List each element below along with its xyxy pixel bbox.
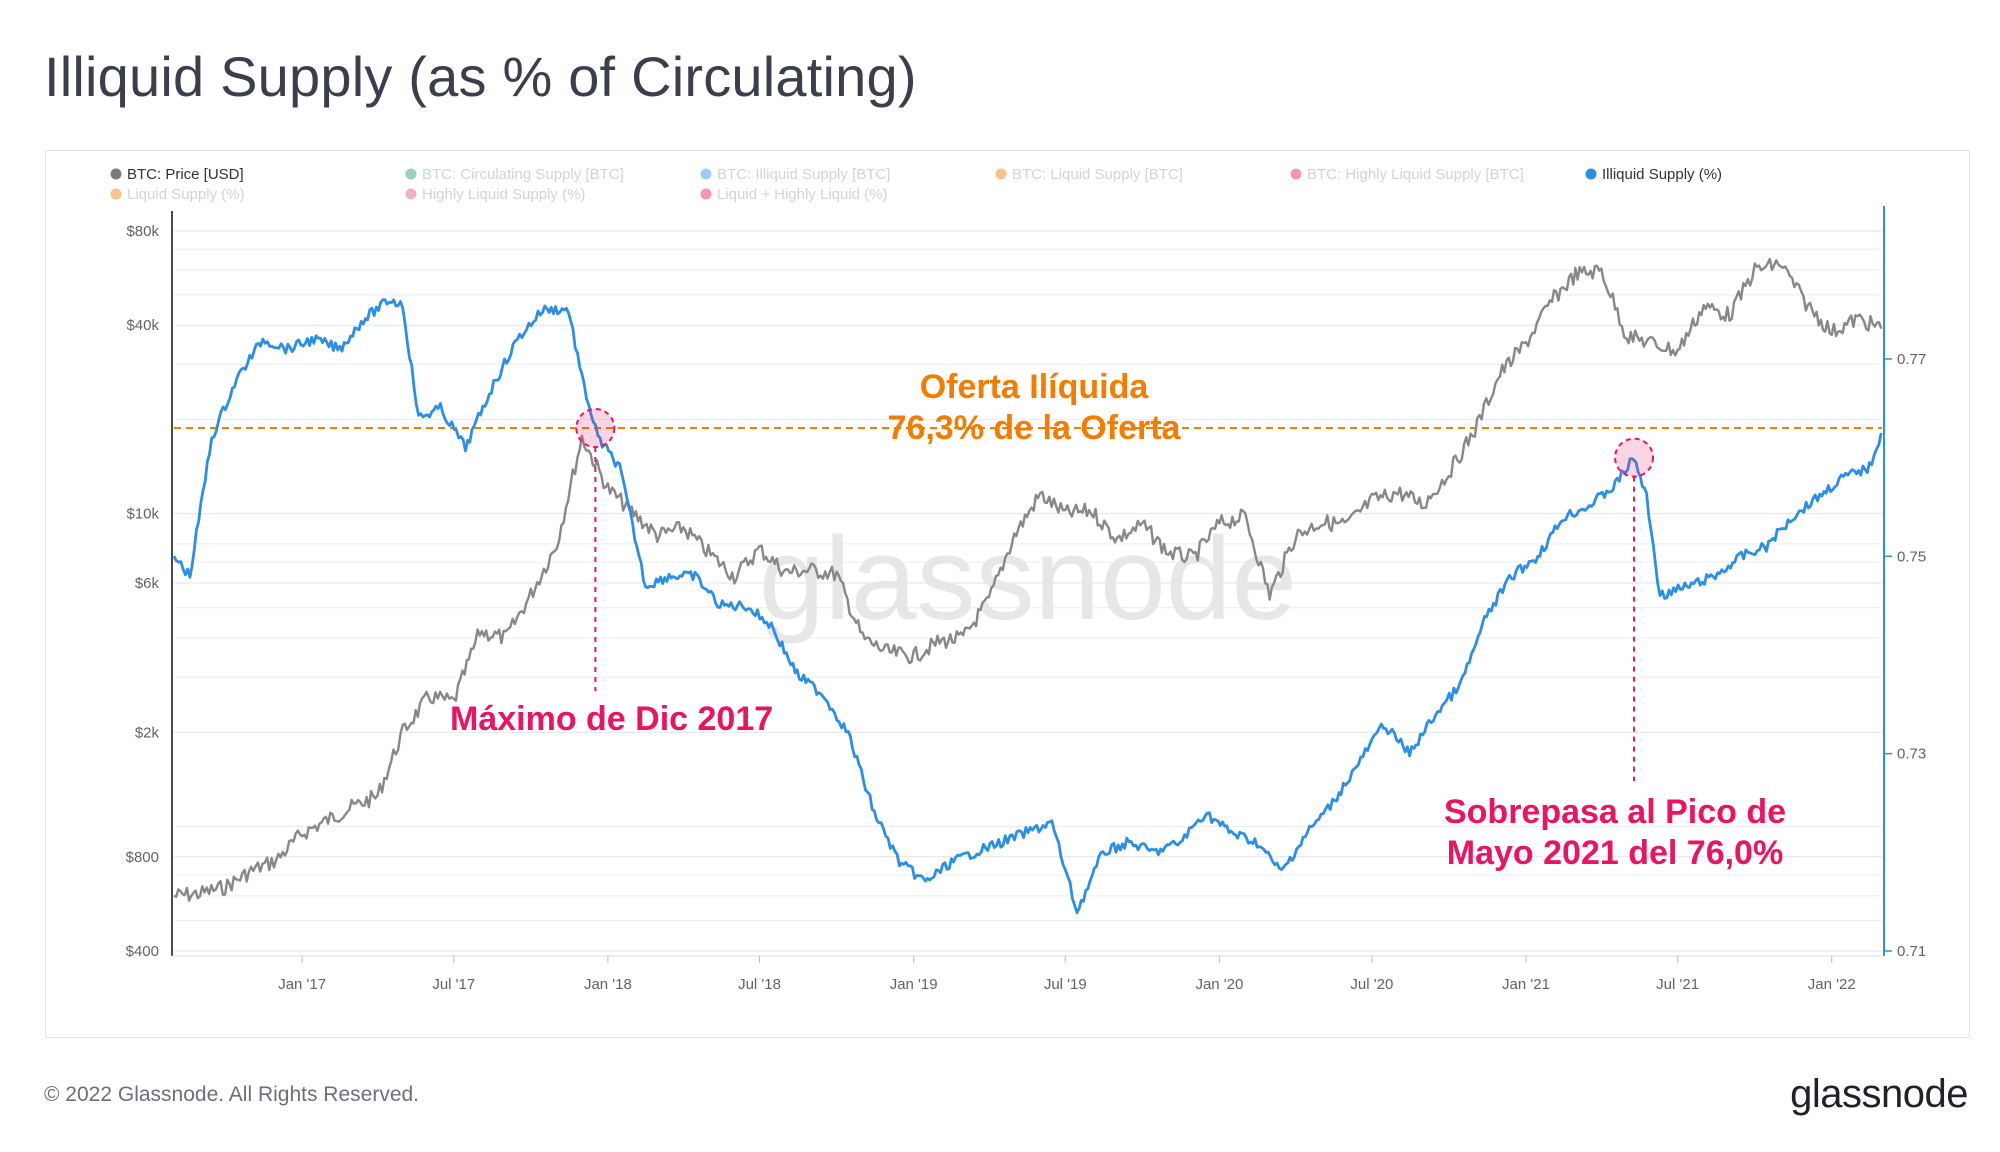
- series-line-price: [173, 257, 1883, 902]
- chart-svg: glassnode $400 $800 $2k $6k $10k $40k $80k 0.7…: [110, 166, 1926, 993]
- x-tick-label: Jul '19: [1044, 976, 1087, 993]
- legend-swatch: [1290, 168, 1302, 180]
- legend-swatch: [1585, 168, 1597, 180]
- legend-label: Liquid Supply (%): [127, 186, 245, 203]
- x-axis-ticks: Jan '17 Jul '17 Jan '18 Jul '18 Jan '19 Jul '…: [278, 956, 1856, 993]
- legend-label: Illiquid Supply (%): [1602, 166, 1722, 183]
- legend-item[interactable]: Illiquid Supply (%): [1585, 166, 1723, 183]
- chart-frame: glassnode $400 $800 $2k $6k $10k $40k $80k 0.7…: [45, 150, 1970, 1038]
- legend-item[interactable]: BTC: Highly Liquid Supply [BTC]: [1290, 166, 1524, 183]
- watermark: glassnode: [759, 513, 1297, 645]
- right-axis-ticks: 0.71 0.73 0.75 0.77: [1884, 351, 1926, 960]
- oferta-label-line2: 76,3% de la Oferta: [888, 409, 1182, 447]
- legend-swatch: [700, 168, 712, 180]
- sobrepasa-label-line2: Mayo 2021 del 76,0%: [1447, 834, 1783, 872]
- oferta-label-line1: Oferta Ilíquida: [920, 368, 1150, 406]
- gridlines: [174, 230, 1882, 952]
- legend: BTC: Price [USD] BTC: Circulating Supply …: [110, 166, 1723, 203]
- legend-label: BTC: Price [USD]: [127, 166, 244, 183]
- legend-label: BTC: Circulating Supply [BTC]: [422, 166, 624, 183]
- legend-swatch: [405, 188, 417, 200]
- x-tick-label: Jan '17: [278, 976, 326, 993]
- x-tick-label: Jul '17: [432, 976, 475, 993]
- footer-copyright: © 2022 Glassnode. All Rights Reserved.: [44, 1083, 420, 1106]
- page-title: Illiquid Supply (as % of Circulating): [44, 45, 917, 108]
- legend-item[interactable]: Liquid + Highly Liquid (%): [700, 186, 888, 203]
- left-tick-label: $10k: [126, 506, 159, 523]
- legend-item[interactable]: Highly Liquid Supply (%): [405, 186, 586, 203]
- right-tick-label: 0.77: [1897, 351, 1926, 368]
- x-tick-label: Jan '20: [1195, 976, 1243, 993]
- legend-label: BTC: Highly Liquid Supply [BTC]: [1307, 166, 1524, 183]
- marker-may2021: [1614, 437, 1655, 478]
- legend-swatch: [995, 168, 1007, 180]
- footer-logo: glassnode: [1790, 1072, 1968, 1116]
- legend-swatch: [110, 168, 122, 180]
- left-tick-label: $80k: [126, 223, 159, 240]
- legend-swatch: [405, 168, 417, 180]
- left-tick-label: $40k: [126, 317, 159, 334]
- left-tick-label: $800: [126, 849, 159, 866]
- legend-label: Highly Liquid Supply (%): [422, 186, 585, 203]
- x-tick-label: Jul '20: [1350, 976, 1393, 993]
- x-tick-label: Jan '19: [890, 976, 938, 993]
- right-tick-label: 0.71: [1897, 943, 1926, 960]
- legend-label: BTC: Illiquid Supply [BTC]: [717, 166, 890, 183]
- sobrepasa-label-line1: Sobrepasa al Pico de: [1444, 793, 1786, 831]
- annotations: Oferta Ilíquida 76,3% de la Oferta Máxim…: [450, 368, 1786, 872]
- series-layer: [172, 257, 1883, 915]
- maximo-label: Máximo de Dic 2017: [450, 700, 773, 738]
- left-axis-ticks: $400 $800 $2k $6k $10k $40k $80k: [126, 223, 160, 960]
- left-tick-label: $2k: [135, 724, 160, 741]
- marker-dec2017: [575, 408, 616, 449]
- x-tick-label: Jan '22: [1808, 976, 1856, 993]
- x-tick-label: Jan '21: [1502, 976, 1550, 993]
- legend-swatch: [700, 188, 712, 200]
- x-tick-label: Jul '18: [738, 976, 781, 993]
- left-tick-label: $400: [126, 943, 159, 960]
- series-line-illiquid: [172, 298, 1883, 915]
- x-tick-label: Jul '21: [1656, 976, 1699, 993]
- legend-item[interactable]: BTC: Circulating Supply [BTC]: [405, 166, 624, 183]
- legend-swatch: [110, 188, 122, 200]
- legend-item[interactable]: BTC: Illiquid Supply [BTC]: [700, 166, 891, 183]
- legend-label: Liquid + Highly Liquid (%): [717, 186, 888, 203]
- legend-item[interactable]: BTC: Price [USD]: [110, 166, 244, 183]
- legend-label: BTC: Liquid Supply [BTC]: [1012, 166, 1183, 183]
- x-tick-label: Jan '18: [584, 976, 632, 993]
- legend-item[interactable]: Liquid Supply (%): [110, 186, 245, 203]
- right-tick-label: 0.73: [1897, 746, 1926, 763]
- left-tick-label: $6k: [135, 575, 160, 592]
- legend-item[interactable]: BTC: Liquid Supply [BTC]: [995, 166, 1183, 183]
- right-tick-label: 0.75: [1897, 548, 1926, 565]
